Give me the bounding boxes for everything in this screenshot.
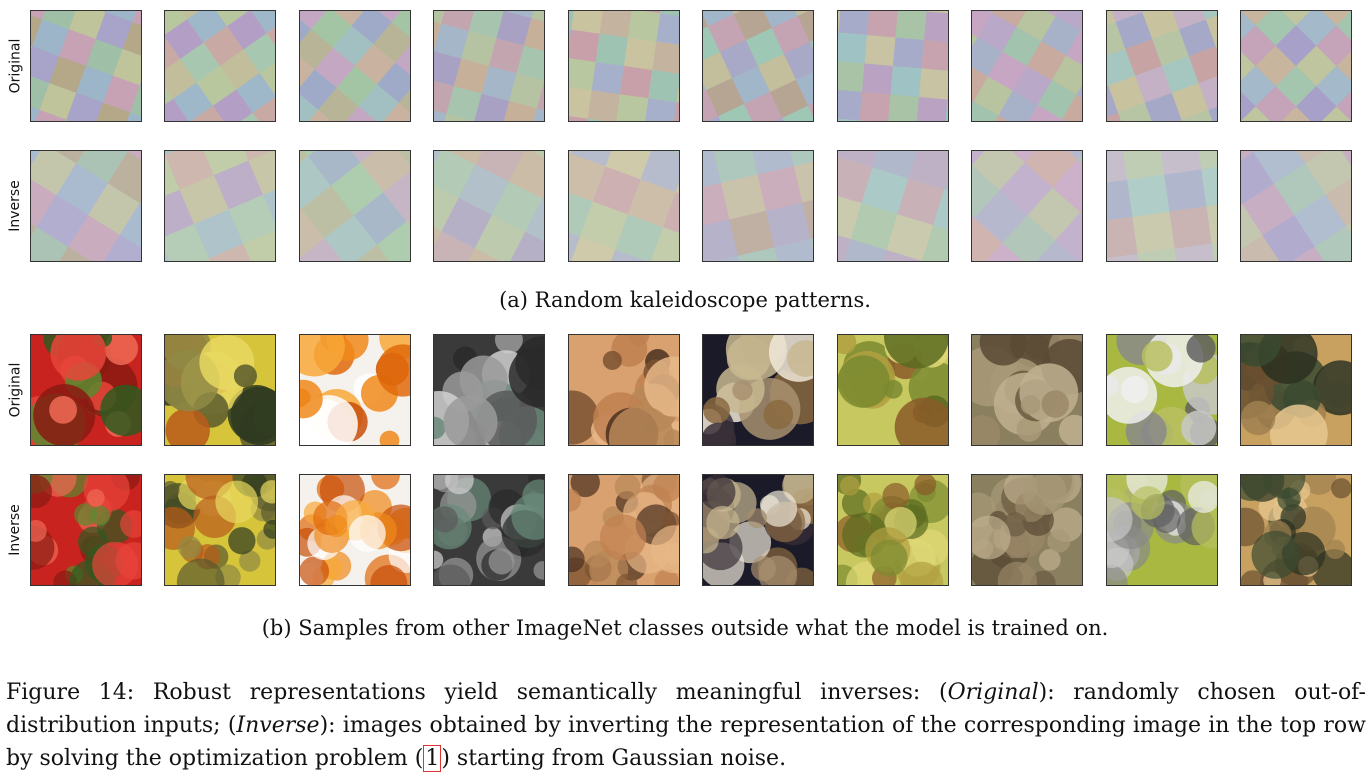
kaleidoscope-original-image	[1106, 10, 1218, 122]
caption-em-inverse: Inverse	[236, 713, 320, 738]
kaleidoscope-inverse-image	[164, 150, 276, 262]
imagenet-inverse-image	[299, 474, 411, 586]
imagenet-inverse-image	[1106, 474, 1218, 586]
caption-text-1: Robust representations yield semanticall…	[134, 680, 948, 705]
imagenet-original-image	[433, 334, 545, 446]
kaleidoscope-inverse-image	[568, 150, 680, 262]
imagenet-inverse-image	[568, 474, 680, 586]
subcaption-b: (b) Samples from other ImageNet classes …	[261, 616, 1109, 640]
kaleidoscope-original-image	[1240, 10, 1352, 122]
kaleidoscope-inverse-image	[1106, 150, 1218, 262]
row-label-inverse-b: Inverse	[7, 504, 24, 556]
caption-text-2: ): randomly chosen out-of-distribution i…	[6, 680, 1366, 738]
caption-em-original: Original	[947, 680, 1039, 705]
imagenet-inverse-image	[1240, 474, 1352, 586]
subcaption-a: (a) Random kaleidoscope patterns.	[499, 288, 871, 312]
imagenet-inverse-image	[837, 474, 949, 586]
row-label-original-b: Original	[7, 362, 24, 418]
imagenet-original-image	[299, 334, 411, 446]
kaleidoscope-inverse-image	[971, 150, 1083, 262]
kaleidoscope-inverse-image	[1240, 150, 1352, 262]
kaleidoscope-inverse-image	[299, 150, 411, 262]
caption-text-4: ) starting from Gaussian noise.	[441, 746, 787, 771]
imagenet-inverse-image	[702, 474, 814, 586]
kaleidoscope-original-image	[164, 10, 276, 122]
imagenet-original-image	[971, 334, 1083, 446]
figure-label: Figure 14:	[6, 680, 135, 705]
kaleidoscope-inverse-image	[837, 150, 949, 262]
imagenet-original-image	[568, 334, 680, 446]
imagenet-inverse-image	[971, 474, 1083, 586]
imagenet-original-image	[702, 334, 814, 446]
imagenet-original-image	[30, 334, 142, 446]
imagenet-original-image	[837, 334, 949, 446]
kaleidoscope-original-image	[433, 10, 545, 122]
figure-caption: Figure 14: Robust representations yield …	[6, 676, 1366, 775]
kaleidoscope-original-image	[30, 10, 142, 122]
kaleidoscope-original-image	[568, 10, 680, 122]
equation-reference-link[interactable]: 1	[423, 745, 442, 772]
kaleidoscope-original-image	[837, 10, 949, 122]
imagenet-inverse-image	[164, 474, 276, 586]
kaleidoscope-original-image	[702, 10, 814, 122]
imagenet-inverse-image	[433, 474, 545, 586]
imagenet-original-image	[164, 334, 276, 446]
kaleidoscope-inverse-image	[702, 150, 814, 262]
kaleidoscope-original-image	[299, 10, 411, 122]
kaleidoscope-inverse-image	[433, 150, 545, 262]
row-label-original-a: Original	[7, 38, 24, 94]
caption-text-3: ): images obtained by inverting the repr…	[6, 713, 1366, 771]
imagenet-original-image	[1240, 334, 1352, 446]
imagenet-original-image	[1106, 334, 1218, 446]
kaleidoscope-original-image	[971, 10, 1083, 122]
kaleidoscope-inverse-image	[30, 150, 142, 262]
row-label-inverse-a: Inverse	[7, 180, 24, 232]
imagenet-inverse-image	[30, 474, 142, 586]
